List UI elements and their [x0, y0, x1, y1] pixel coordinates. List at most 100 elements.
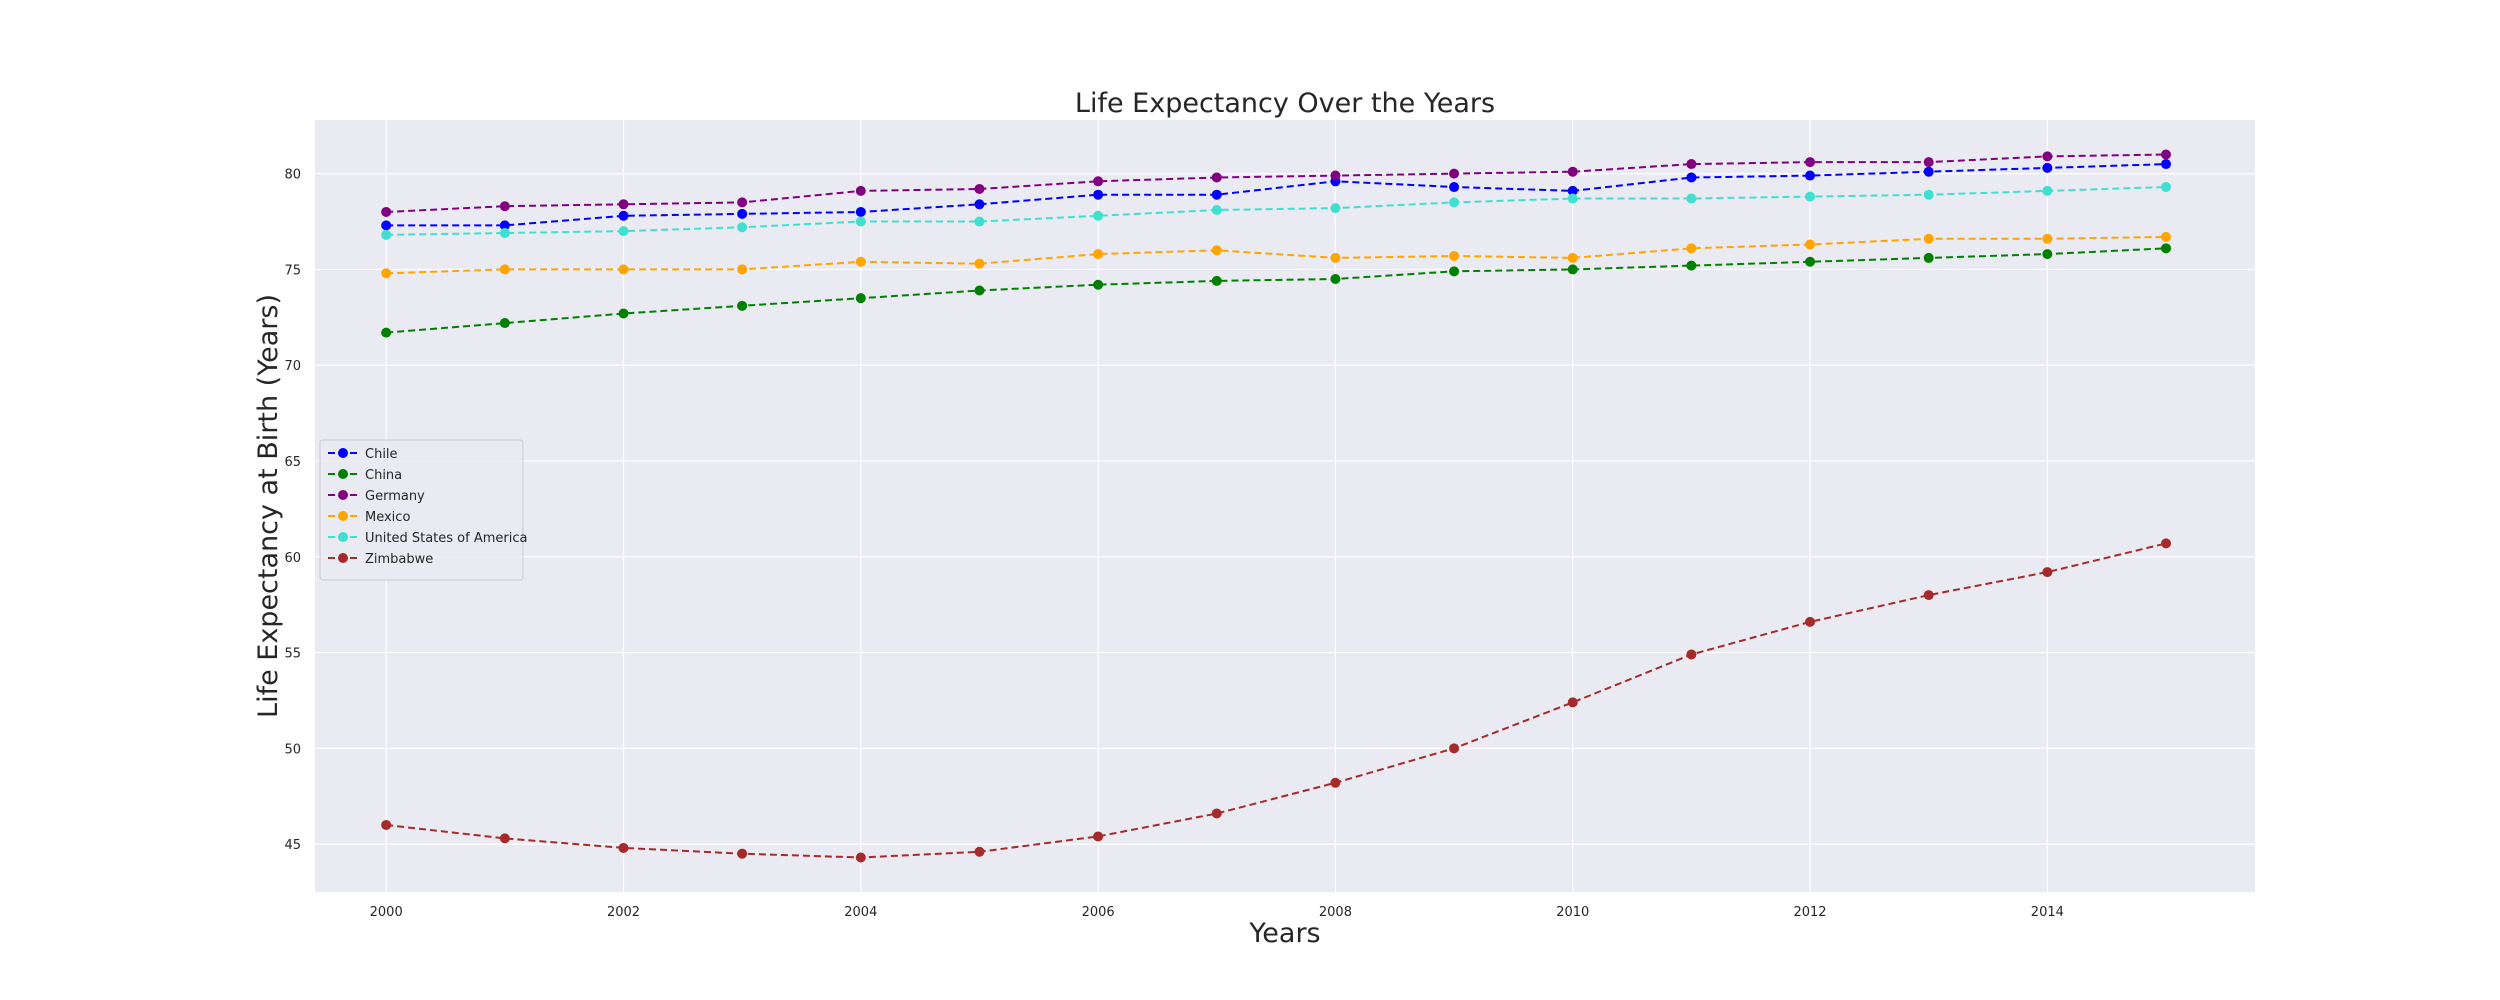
- legend-item-china: China: [328, 468, 402, 483]
- data-point-germany: [499, 201, 510, 212]
- data-point-germany: [1686, 159, 1697, 170]
- grid-lines: [315, 120, 2255, 892]
- data-point-china: [2042, 249, 2053, 260]
- legend-label: Mexico: [365, 510, 410, 525]
- legend-item-united-states-of-america: United States of America: [328, 531, 527, 546]
- x-tick-label: 2008: [1319, 905, 1352, 920]
- data-point-united-states-of-america: [618, 226, 629, 237]
- data-point-germany: [1923, 157, 1934, 168]
- data-point-china: [1686, 260, 1697, 271]
- y-tick-label: 45: [284, 838, 301, 853]
- data-point-germany: [1805, 157, 1816, 168]
- series-chile: [381, 159, 2172, 231]
- data-point-chile: [855, 206, 866, 217]
- data-point-mexico: [2042, 233, 2053, 244]
- data-point-germany: [974, 183, 985, 194]
- legend-item-mexico: Mexico: [328, 510, 410, 525]
- data-point-chile: [381, 220, 392, 231]
- data-point-china: [1330, 273, 1341, 284]
- data-point-chile: [499, 220, 510, 231]
- data-point-zimbabwe: [1211, 808, 1222, 819]
- y-tick-label: 60: [284, 551, 301, 566]
- series-united-states-of-america: [381, 182, 2172, 240]
- data-point-mexico: [855, 256, 866, 267]
- y-tick-label: 75: [284, 263, 301, 278]
- data-point-germany: [1211, 172, 1222, 183]
- data-point-china: [974, 285, 985, 296]
- data-point-mexico: [1686, 243, 1697, 254]
- legend-swatch-marker: [338, 448, 348, 458]
- series-line-china: [386, 247, 2167, 334]
- legend-label: Chile: [365, 447, 398, 462]
- data-point-germany: [855, 185, 866, 196]
- data-point-chile: [2161, 159, 2172, 170]
- data-point-germany: [1567, 166, 1578, 177]
- data-point-zimbabwe: [1330, 777, 1341, 788]
- data-point-chile: [618, 210, 629, 221]
- data-point-china: [1211, 275, 1222, 286]
- legend-item-chile: Chile: [328, 447, 398, 462]
- data-point-united-states-of-america: [1211, 205, 1222, 216]
- data-point-zimbabwe: [1449, 743, 1460, 754]
- legend-item-zimbabwe: Zimbabwe: [328, 552, 433, 567]
- data-point-zimbabwe: [2161, 538, 2172, 549]
- data-point-mexico: [2161, 231, 2172, 242]
- data-point-mexico: [1330, 252, 1341, 263]
- data-point-mexico: [499, 264, 510, 275]
- plot-area: [315, 120, 2255, 892]
- data-point-chile: [737, 208, 748, 219]
- data-point-china: [1093, 279, 1104, 290]
- data-point-chile: [1923, 166, 1934, 177]
- y-tick-label: 65: [284, 455, 301, 470]
- legend-swatch-marker: [338, 511, 348, 521]
- legend-swatch-marker: [338, 490, 348, 500]
- legend-label: Zimbabwe: [365, 552, 433, 567]
- data-point-germany: [2042, 151, 2053, 162]
- x-tick-label: 2014: [2031, 905, 2064, 920]
- data-point-united-states-of-america: [499, 228, 510, 239]
- y-tick-label: 70: [284, 359, 301, 374]
- data-point-mexico: [1805, 239, 1816, 250]
- data-point-chile: [1567, 185, 1578, 196]
- x-tick-labels: 2000 2002 2004 2006 2008 2010 2012 2014: [370, 905, 2064, 920]
- data-point-united-states-of-america: [737, 222, 748, 233]
- data-point-united-states-of-america: [381, 229, 392, 240]
- data-point-zimbabwe: [974, 846, 985, 857]
- data-point-china: [2161, 243, 2172, 254]
- legend-label: Germany: [365, 489, 425, 504]
- x-tick-label: 2012: [1793, 905, 1826, 920]
- series-china: [381, 243, 2172, 338]
- data-point-united-states-of-america: [2161, 182, 2172, 193]
- legend-item-germany: Germany: [328, 489, 425, 504]
- data-point-zimbabwe: [737, 848, 748, 859]
- data-point-zimbabwe: [1805, 616, 1816, 627]
- y-tick-label: 50: [284, 742, 301, 757]
- legend-swatch-marker: [338, 469, 348, 479]
- data-point-zimbabwe: [1567, 697, 1578, 708]
- series-line-zimbabwe: [386, 542, 2167, 859]
- legend-label: China: [365, 468, 402, 483]
- data-point-united-states-of-america: [1686, 193, 1697, 204]
- data-point-germany: [737, 197, 748, 208]
- legend-swatch-marker: [338, 532, 348, 542]
- data-point-germany: [1093, 176, 1104, 187]
- data-point-mexico: [737, 264, 748, 275]
- data-point-mexico: [381, 268, 392, 279]
- legend-label: United States of America: [365, 531, 527, 546]
- y-tick-labels: 45 50 55 60 65 70 75 80: [284, 168, 301, 853]
- x-tick-label: 2004: [844, 905, 877, 920]
- data-point-mexico: [1211, 245, 1222, 256]
- y-tick-label: 55: [284, 647, 301, 662]
- chart-title: Life Expectancy Over the Years: [1075, 88, 1495, 119]
- data-point-united-states-of-america: [1330, 203, 1341, 214]
- data-point-china: [1449, 266, 1460, 277]
- y-tick-label: 80: [284, 168, 301, 183]
- legend-swatch-marker: [338, 553, 348, 563]
- series-zimbabwe: [381, 538, 2172, 863]
- series-germany: [381, 149, 2172, 217]
- data-point-chile: [1686, 172, 1697, 183]
- data-point-united-states-of-america: [1449, 197, 1460, 208]
- data-point-china: [381, 327, 392, 338]
